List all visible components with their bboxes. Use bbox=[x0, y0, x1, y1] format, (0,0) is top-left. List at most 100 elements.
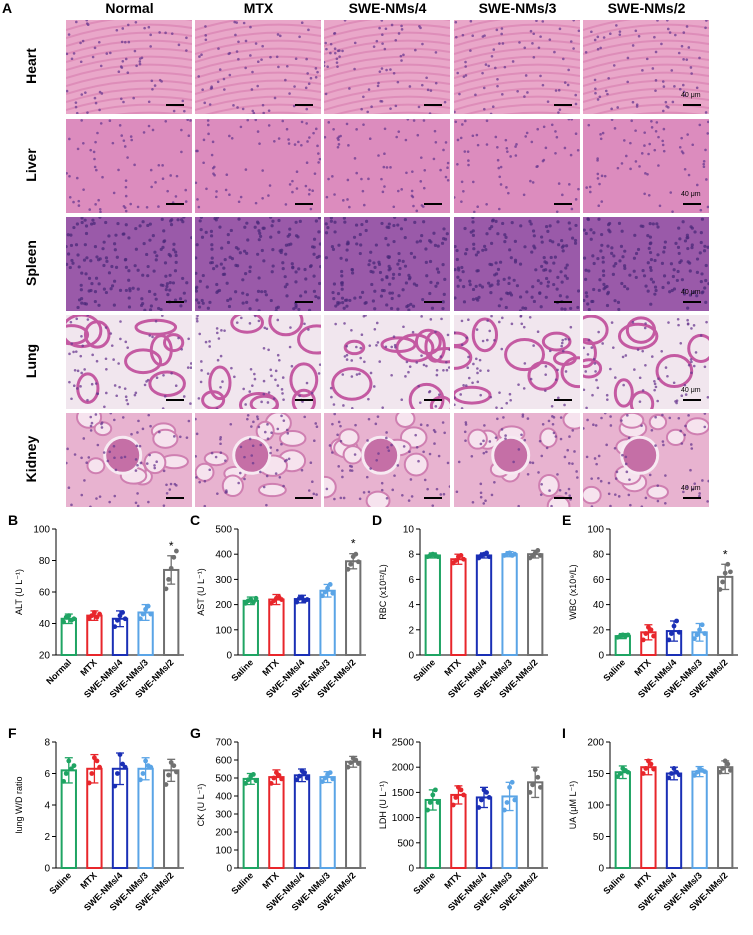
data-point bbox=[92, 610, 97, 615]
data-point bbox=[694, 769, 700, 775]
y-tick-label: 1500 bbox=[392, 788, 415, 799]
x-tick-label: MTX bbox=[442, 870, 463, 891]
bar bbox=[665, 772, 683, 869]
y-tick-label: 0 bbox=[226, 864, 232, 875]
data-point bbox=[720, 579, 725, 585]
chart-d: D 0 2 4 6 8 10 RBC (x10¹²/L) Saline MTX SWE-NMs/4 S… bbox=[372, 512, 557, 722]
data-point bbox=[302, 770, 307, 775]
data-point bbox=[253, 595, 259, 601]
data-point bbox=[94, 614, 100, 620]
chart-f: F 0 2 4 6 8 lung W/D ratio Saline MTX SWE-NMs/4 SW… bbox=[8, 725, 193, 935]
data-point bbox=[271, 775, 277, 781]
scale-bar bbox=[554, 104, 572, 106]
y-tick-label: 20 bbox=[39, 651, 51, 662]
data-point bbox=[322, 589, 328, 595]
data-point bbox=[486, 795, 492, 800]
data-point bbox=[120, 610, 125, 615]
y-tick-label: 300 bbox=[215, 810, 232, 821]
data-point bbox=[330, 590, 336, 596]
column-header: Normal bbox=[105, 0, 154, 16]
chart-h: H 0 500 1000 1500 2000 2500 LDH (U L⁻¹) Saline MT… bbox=[372, 725, 557, 935]
data-point bbox=[117, 752, 123, 757]
data-point bbox=[348, 561, 353, 567]
micrograph-tile bbox=[195, 413, 321, 507]
scale-label: 40 μm bbox=[681, 485, 701, 492]
x-tick-label: MTX bbox=[632, 657, 653, 678]
data-point bbox=[86, 780, 92, 786]
data-point bbox=[174, 769, 179, 775]
y-tick-label: 6 bbox=[408, 575, 414, 586]
y-tick-label: 4 bbox=[44, 801, 50, 812]
x-tick-label: MTX bbox=[78, 870, 99, 891]
data-point bbox=[666, 637, 672, 643]
data-point bbox=[148, 764, 154, 770]
micrograph-tile bbox=[324, 20, 450, 114]
data-point bbox=[671, 766, 677, 771]
data-point bbox=[345, 566, 351, 572]
data-point bbox=[294, 599, 300, 605]
bar bbox=[319, 776, 336, 869]
chart-b: B 20 40 60 80 100 ALT (U L⁻¹) Normal MTX SWE-NMs/… bbox=[8, 512, 193, 722]
significance-star: * bbox=[169, 539, 174, 553]
data-point bbox=[453, 795, 459, 800]
y-tick-label: 200 bbox=[215, 828, 232, 839]
scale-bar bbox=[424, 104, 442, 106]
data-point bbox=[535, 548, 541, 553]
data-point bbox=[122, 764, 128, 770]
y-tick-label: 0 bbox=[44, 864, 50, 875]
scale-bar bbox=[166, 203, 184, 205]
scale-bar bbox=[295, 497, 313, 499]
y-tick-label: 2 bbox=[44, 832, 50, 843]
y-tick-label: 500 bbox=[215, 525, 232, 536]
y-tick-label: 40 bbox=[593, 600, 605, 611]
bar bbox=[614, 771, 631, 870]
scale-label: 40 μm bbox=[681, 289, 701, 296]
data-point bbox=[253, 778, 259, 784]
panel-letter: E bbox=[562, 512, 571, 528]
y-tick-label: 60 bbox=[593, 575, 605, 586]
bar bbox=[137, 767, 154, 869]
panel-letter: F bbox=[8, 725, 17, 741]
row-header: Kidney bbox=[23, 435, 39, 483]
data-point bbox=[717, 587, 723, 592]
data-point bbox=[97, 611, 102, 617]
data-point bbox=[615, 774, 620, 780]
y-tick-label: 2 bbox=[408, 625, 414, 636]
micrograph-tile bbox=[583, 20, 709, 114]
data-point bbox=[115, 617, 120, 623]
micrograph-tile bbox=[66, 119, 192, 213]
data-point bbox=[538, 784, 543, 790]
x-tick-label: MTX bbox=[442, 657, 463, 678]
y-tick-label: 150 bbox=[587, 769, 604, 780]
x-tick-label: Normal bbox=[44, 657, 73, 686]
y-tick-label: 80 bbox=[39, 556, 51, 567]
bar bbox=[345, 760, 362, 869]
x-tick-label: Saline bbox=[601, 657, 627, 683]
data-point bbox=[458, 553, 464, 558]
data-point bbox=[276, 772, 282, 778]
data-point bbox=[722, 758, 728, 764]
data-point bbox=[163, 586, 169, 592]
data-point bbox=[538, 553, 543, 558]
data-point bbox=[294, 777, 300, 783]
y-tick-label: 50 bbox=[593, 832, 605, 843]
data-point bbox=[171, 554, 177, 560]
y-axis-label: lung W/D ratio bbox=[14, 776, 24, 833]
data-point bbox=[720, 766, 725, 771]
panel-letter: D bbox=[372, 512, 382, 528]
y-tick-label: 200 bbox=[587, 738, 604, 749]
bar bbox=[640, 766, 657, 870]
data-point bbox=[479, 797, 484, 803]
data-point bbox=[728, 767, 733, 773]
scale-bar bbox=[424, 203, 442, 205]
data-point bbox=[297, 773, 302, 779]
panel-letter: B bbox=[8, 512, 18, 528]
data-point bbox=[617, 771, 623, 776]
data-point bbox=[648, 761, 654, 767]
bar bbox=[60, 769, 77, 869]
data-point bbox=[484, 550, 489, 556]
scale-bar bbox=[683, 399, 701, 401]
bar bbox=[527, 553, 544, 657]
micrograph-tile bbox=[324, 217, 450, 311]
